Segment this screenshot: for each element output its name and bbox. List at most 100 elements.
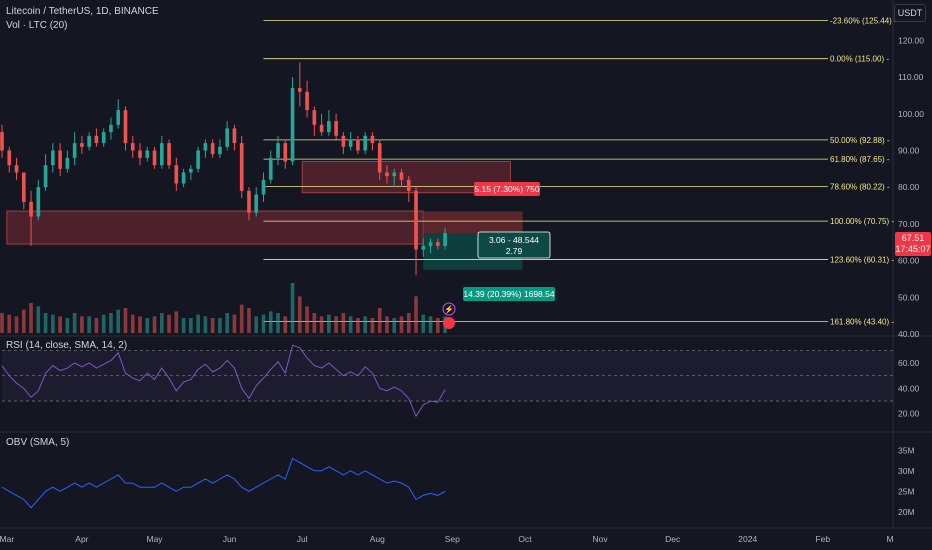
volume-bar [51,314,55,333]
candle-body [101,132,106,144]
candle-body [109,124,113,133]
candle-body [21,172,26,202]
volume-bar [203,316,208,333]
candle-body [138,150,142,158]
volume-bar [116,309,121,333]
volume-bar [385,316,389,333]
volume-bar [43,313,48,333]
volume-bar [181,318,186,333]
volume-indicator-label[interactable]: Vol · LTC (20) [6,20,68,31]
candle-body [203,143,208,151]
price-tick-label: 110.00 [898,72,924,82]
time-axis-label: Jun [223,534,237,544]
volume-bar [254,316,259,333]
candle-body [43,165,48,188]
volume-bar [363,316,367,333]
candle-body [356,139,360,151]
volume-bar [392,318,397,333]
price-tick-label: 70.00 [898,219,920,229]
volume-bar [428,316,433,333]
rsi-line [1,344,446,418]
candle-body [181,172,186,184]
volume-bar [72,313,77,333]
volume-bar [196,314,200,333]
volume-bar [283,316,288,333]
candle-body [290,88,295,162]
time-axis-label: Sep [445,534,460,544]
price-tick-label: 80.00 [898,182,920,192]
volume-bar [276,313,280,333]
volume-bar [152,316,157,333]
volume-bar [159,313,164,333]
volume-bar [370,318,375,333]
time-axis-label: Dec [665,534,681,544]
candle-body [399,172,404,180]
candle-body [239,143,244,191]
volume-bar [356,318,360,333]
obv-tick-label: 30M [898,466,915,476]
time-axis-label: Apr [75,534,88,544]
candle-body [443,233,447,246]
volume-bar [232,314,237,333]
candle-body [363,135,367,151]
rsi-tick-label: 60.00 [898,358,920,368]
candle-body [305,91,309,111]
volume-bar [29,303,33,333]
entry-label: 3.06 - 48.544 [489,235,539,245]
volume-bar [130,314,135,333]
candle-body [130,143,135,151]
volume-bar [138,316,142,333]
candle-body [268,157,273,180]
volume-bar [348,316,353,333]
obv-tick-label: 20M [898,507,915,517]
fib-level-label: 123.60% (60.31) - [830,255,894,264]
volume-bar [7,314,12,333]
volume-bar [210,318,215,333]
volume-bar [297,296,302,333]
price-tick-label: 120.00 [898,35,924,45]
price-tick-label: 100.00 [898,109,924,119]
volume-bar [239,304,244,333]
candle-body [232,128,237,144]
time-axis-label: Mar [0,534,14,544]
take-profit-label-bg [463,287,555,301]
time-axis-label: May [147,534,164,544]
candle-body [428,242,433,246]
chart-title: Litecoin / TetherUS, 1D, BINANCE [6,6,159,17]
candle-body [51,150,55,166]
stop-loss-label-bg [474,182,540,196]
candle-body [218,146,222,155]
volume-bar [87,316,91,333]
candle-body [145,150,150,158]
obv-tick-label: 35M [898,445,915,455]
candle-body [406,179,411,191]
currency-button[interactable]: USDT [894,4,926,22]
volume-bar [189,318,193,333]
candle-body [370,135,375,144]
candle-body [94,135,99,144]
candle-body [297,88,302,92]
candle-body [87,135,91,147]
candle-body [276,143,280,158]
candle-body [421,245,426,250]
candle-body [174,165,179,184]
candle-body [7,150,12,166]
volume-bar [327,314,331,333]
time-axis-label: Jul [297,534,308,544]
candle-body [152,150,157,166]
entry-ratio-label: 2.79 [506,246,523,256]
candle-body [0,132,4,151]
obv-indicator-label[interactable]: OBV (SMA, 5) [6,437,70,448]
volume-bar [312,313,317,333]
volume-bar [145,318,150,333]
volume-bar [225,313,229,333]
fib-level-label: 61.80% (87.65) - [830,155,890,164]
volume-bar [14,316,19,333]
rsi-indicator-label[interactable]: RSI (14, close, SMA, 14, 2) [6,340,128,351]
support-zone [6,210,424,245]
price-tick-label: 40.00 [898,329,920,339]
candle-body [261,179,266,195]
volume-bar [36,306,41,333]
fib-level-label: 100.00% (70.75) - [830,217,894,226]
